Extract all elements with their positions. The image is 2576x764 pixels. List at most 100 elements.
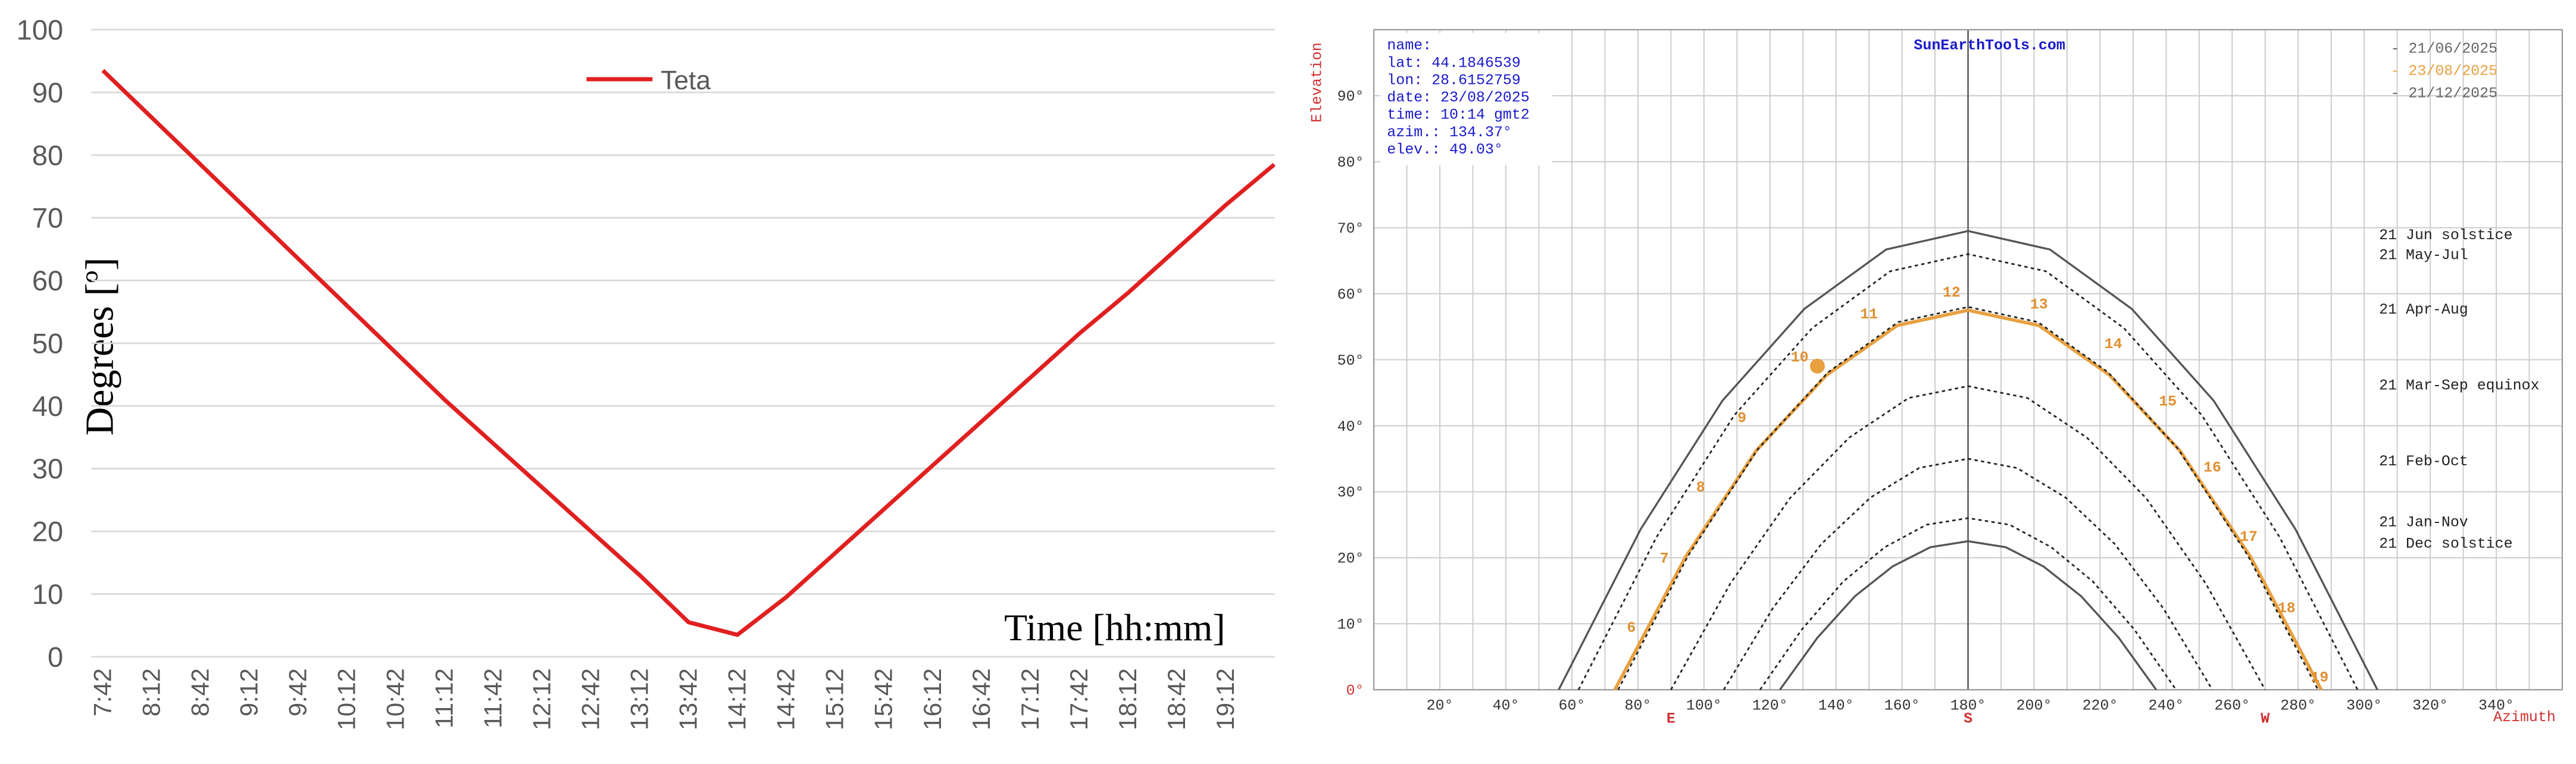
x-tick-label: 17:42 bbox=[1065, 668, 1093, 730]
sun-path bbox=[1577, 253, 2359, 690]
y-tick-label: 90° bbox=[1337, 89, 1364, 105]
direction-label: E bbox=[1667, 711, 1675, 728]
direction-label: S bbox=[1964, 711, 1972, 728]
x-tick-label: 9:42 bbox=[284, 668, 312, 716]
x-tick-label: 60° bbox=[1559, 697, 1586, 714]
y-tick-label: 20° bbox=[1337, 551, 1364, 568]
x-tick-label: 300° bbox=[2346, 697, 2382, 714]
x-tick-label: 18:42 bbox=[1162, 668, 1190, 730]
y-tick-label: 0° bbox=[1346, 683, 1364, 700]
sun-path bbox=[1670, 385, 2266, 690]
y-tick-label: 60° bbox=[1337, 287, 1364, 303]
hour-label: 11 bbox=[1860, 306, 1878, 323]
data-line bbox=[101, 68, 1276, 637]
x-tick-label: 11:42 bbox=[479, 668, 507, 728]
series-label: 21 Jun solstice bbox=[2379, 227, 2512, 244]
legend-label: - 21/12/2025 bbox=[2391, 86, 2498, 102]
series-label: 21 Apr-Aug bbox=[2379, 302, 2468, 318]
y-axis-title: Elevation bbox=[1309, 42, 1325, 123]
y-tick-label: 30 bbox=[32, 453, 63, 484]
legend-label: - 23/08/2025 bbox=[2391, 63, 2498, 80]
x-tick-label: 14:42 bbox=[772, 668, 800, 730]
y-tick-label: 20 bbox=[32, 516, 63, 547]
x-tick-label: 280° bbox=[2280, 697, 2316, 714]
info-line: elev.: 49.03° bbox=[1387, 142, 1503, 158]
x-tick-label: 100° bbox=[1686, 697, 1722, 714]
y-tick-label: 70° bbox=[1337, 221, 1364, 237]
y-tick-label: 70 bbox=[32, 202, 63, 234]
plot-frame bbox=[1373, 29, 2564, 691]
y-tick-label: 60 bbox=[32, 265, 63, 296]
info-box bbox=[1380, 33, 1552, 165]
x-tick-label: 10:42 bbox=[382, 668, 409, 730]
series-label: 21 Mar-Sep equinox bbox=[2379, 377, 2539, 394]
chart-right: SunEarthTools.com Elevation Azimuth 20° 4… bbox=[1309, 29, 2564, 728]
hour-label: 8 bbox=[1696, 480, 1705, 496]
sun-path bbox=[1779, 540, 2158, 691]
info-line: lon: 28.6152759 bbox=[1387, 72, 1520, 89]
x-tick-label: 15:12 bbox=[821, 668, 849, 730]
series-label: 21 May-Jul bbox=[2379, 247, 2468, 264]
x-axis-title: Time [hh:mm] bbox=[1004, 606, 1225, 649]
series-label: 21 Feb-Oct bbox=[2379, 453, 2468, 470]
x-tick-label: 40° bbox=[1493, 697, 1520, 714]
hour-label: 14 bbox=[2105, 336, 2122, 353]
info-line: name: bbox=[1387, 37, 1431, 54]
x-tick-label: 17:12 bbox=[1016, 668, 1044, 730]
hour-label: 6 bbox=[1627, 620, 1636, 637]
x-tick-label: 12:42 bbox=[577, 668, 605, 730]
y-axis-title: Degrees [º] bbox=[78, 258, 121, 436]
x-tick-label: 80° bbox=[1624, 697, 1651, 714]
y-tick-label: 90 bbox=[32, 77, 63, 108]
chart-left: Degrees [º] Time [hh:mm] 0 10 20 30 40 50 60 70… bbox=[17, 14, 1276, 730]
legend-label: Teta bbox=[661, 66, 711, 95]
y-tick-label: 30° bbox=[1337, 485, 1364, 502]
x-tick-label: 200° bbox=[2017, 697, 2052, 714]
x-tick-label: 9:12 bbox=[235, 668, 263, 716]
series-label: 21 Dec solstice bbox=[2379, 536, 2512, 553]
x-tick-label: 10:12 bbox=[333, 668, 361, 730]
hour-label: 7 bbox=[1660, 551, 1669, 568]
legend-label: - 21/06/2025 bbox=[2391, 41, 2498, 58]
hour-label: 12 bbox=[1943, 285, 1961, 302]
y-tick-label: 50° bbox=[1337, 353, 1364, 370]
y-tick-label: 50 bbox=[32, 327, 63, 359]
sun-marker bbox=[1810, 358, 1825, 374]
x-tick-label: 14:12 bbox=[723, 668, 751, 730]
x-tick-label: 180° bbox=[1950, 697, 1986, 714]
sun-path bbox=[1613, 308, 2323, 691]
x-tick-label: 18:12 bbox=[1114, 668, 1142, 730]
x-tick-label: 160° bbox=[1884, 697, 1920, 714]
y-tick-label: 10 bbox=[32, 578, 63, 610]
x-tick-label: 13:12 bbox=[626, 668, 654, 730]
x-tick-label: 13:42 bbox=[674, 668, 702, 730]
x-tick-label: 16:42 bbox=[967, 668, 995, 730]
hour-label: 10 bbox=[1791, 349, 1809, 366]
chart-title: SunEarthTools.com bbox=[1914, 37, 2065, 54]
x-tick-label: 220° bbox=[2082, 697, 2118, 714]
info-line: date: 23/08/2025 bbox=[1387, 90, 1529, 107]
x-tick-label: 140° bbox=[1818, 697, 1854, 714]
y-tick-label: 80 bbox=[32, 139, 63, 171]
x-axis-title: Azimuth bbox=[2493, 709, 2556, 726]
x-tick-label: 8:42 bbox=[186, 668, 214, 716]
y-tick-label: 0 bbox=[48, 641, 63, 672]
y-tick-label: 10° bbox=[1337, 617, 1364, 634]
x-tick-label: 120° bbox=[1752, 697, 1788, 714]
hour-label: 15 bbox=[2159, 394, 2177, 411]
x-tick-label: 320° bbox=[2412, 697, 2448, 714]
x-tick-label: 340° bbox=[2478, 697, 2514, 714]
y-tick-label: 80° bbox=[1337, 155, 1364, 171]
x-tick-label: 15:42 bbox=[870, 668, 898, 730]
series-label: 21 Jan-Nov bbox=[2379, 515, 2468, 531]
hour-label: 19 bbox=[2311, 669, 2328, 686]
x-tick-label: 12:12 bbox=[528, 668, 556, 730]
x-tick-label: 240° bbox=[2148, 697, 2184, 714]
x-tick-label: 16:12 bbox=[918, 668, 946, 730]
x-tick-label: 7:42 bbox=[89, 668, 117, 716]
direction-label: W bbox=[2261, 711, 2269, 728]
x-tick-label: 260° bbox=[2214, 697, 2250, 714]
x-tick-label: 20° bbox=[1427, 697, 1453, 714]
